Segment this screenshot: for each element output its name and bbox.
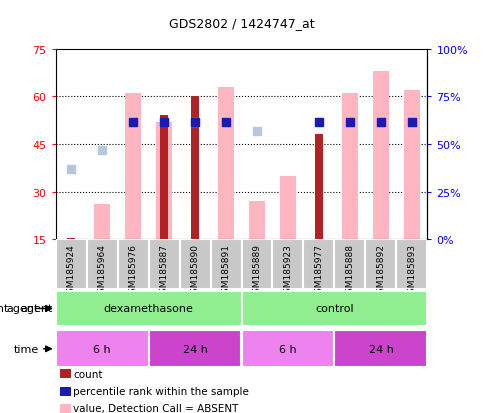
Text: GSM185889: GSM185889 bbox=[253, 244, 261, 298]
Bar bbox=[125, 94, 141, 240]
Bar bbox=[211, 240, 242, 289]
Text: GSM185887: GSM185887 bbox=[159, 244, 169, 298]
Bar bbox=[334, 240, 366, 289]
Text: GDS2802 / 1424747_at: GDS2802 / 1424747_at bbox=[169, 17, 314, 29]
Text: GSM185923: GSM185923 bbox=[284, 244, 293, 298]
Bar bbox=[397, 240, 427, 289]
Bar bbox=[94, 205, 110, 240]
Point bbox=[377, 119, 385, 126]
Text: GSM185893: GSM185893 bbox=[408, 244, 416, 298]
Bar bbox=[334, 330, 427, 368]
Bar bbox=[404, 91, 420, 240]
Bar bbox=[303, 240, 334, 289]
Text: 24 h: 24 h bbox=[183, 344, 208, 354]
Bar bbox=[280, 176, 296, 240]
Point bbox=[160, 119, 168, 126]
Text: dexamethasone: dexamethasone bbox=[103, 304, 194, 314]
Bar bbox=[366, 240, 397, 289]
Point bbox=[408, 119, 416, 126]
Bar bbox=[149, 240, 180, 289]
Bar bbox=[156, 122, 172, 240]
Text: GSM185964: GSM185964 bbox=[98, 244, 107, 298]
Text: 6 h: 6 h bbox=[93, 344, 111, 354]
Text: control: control bbox=[315, 304, 354, 314]
Text: agent: agent bbox=[0, 304, 9, 314]
Bar bbox=[315, 135, 323, 240]
Text: count: count bbox=[73, 369, 103, 379]
Point bbox=[129, 119, 137, 126]
Text: 6 h: 6 h bbox=[279, 344, 297, 354]
Bar bbox=[56, 291, 242, 326]
Bar bbox=[56, 330, 149, 368]
Text: GSM185924: GSM185924 bbox=[67, 244, 75, 298]
Bar bbox=[242, 330, 334, 368]
Point bbox=[191, 119, 199, 126]
Bar bbox=[180, 240, 211, 289]
Bar bbox=[67, 238, 75, 240]
Text: GSM185977: GSM185977 bbox=[314, 244, 324, 298]
Text: value, Detection Call = ABSENT: value, Detection Call = ABSENT bbox=[73, 404, 239, 413]
Bar bbox=[218, 88, 234, 240]
Text: agent: agent bbox=[6, 304, 39, 314]
Bar bbox=[242, 291, 427, 326]
Text: time: time bbox=[14, 344, 39, 354]
Point bbox=[191, 119, 199, 126]
Bar bbox=[160, 116, 168, 240]
Point bbox=[67, 166, 75, 173]
Text: percentile rank within the sample: percentile rank within the sample bbox=[73, 386, 249, 396]
Text: GSM185892: GSM185892 bbox=[376, 244, 385, 298]
Bar bbox=[242, 240, 272, 289]
Point bbox=[253, 128, 261, 135]
Bar bbox=[86, 240, 117, 289]
Point bbox=[98, 147, 106, 154]
Point bbox=[315, 119, 323, 126]
Text: 24 h: 24 h bbox=[369, 344, 394, 354]
Bar bbox=[117, 240, 149, 289]
Text: GSM185888: GSM185888 bbox=[345, 244, 355, 298]
Point bbox=[222, 119, 230, 126]
Bar bbox=[249, 202, 265, 240]
Bar bbox=[342, 94, 358, 240]
Bar bbox=[56, 240, 86, 289]
Text: GSM185890: GSM185890 bbox=[190, 244, 199, 298]
Bar bbox=[191, 97, 199, 240]
Text: GSM185891: GSM185891 bbox=[222, 244, 230, 298]
Bar bbox=[272, 240, 303, 289]
Bar bbox=[149, 330, 242, 368]
Bar bbox=[373, 72, 389, 240]
Text: GSM185976: GSM185976 bbox=[128, 244, 138, 298]
Text: agent: agent bbox=[20, 304, 53, 314]
Point bbox=[346, 119, 354, 126]
